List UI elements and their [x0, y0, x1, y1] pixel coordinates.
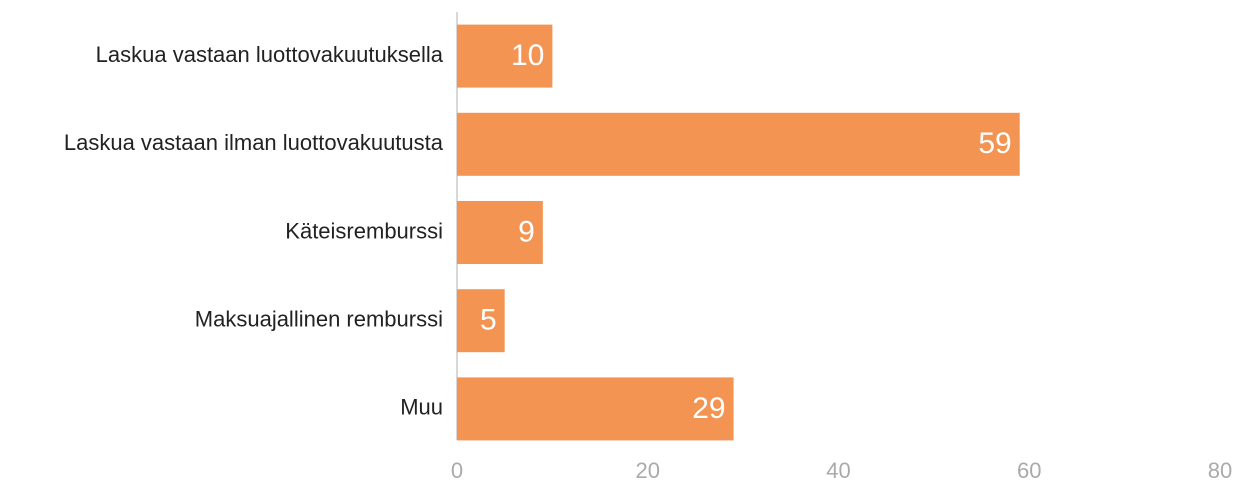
value-label: 29	[692, 392, 725, 425]
x-tick-label: 40	[826, 458, 850, 483]
x-tick-label: 80	[1208, 458, 1232, 483]
y-tick-label: Käteisremburssi	[285, 218, 443, 243]
y-tick-label: Maksuajallinen remburssi	[195, 307, 443, 332]
x-tick-label: 60	[1017, 458, 1041, 483]
y-tick-label: Laskua vastaan luottovakuutuksella	[96, 42, 444, 67]
value-label: 9	[518, 215, 535, 248]
y-tick-label: Laskua vastaan ilman luottovakuutusta	[64, 130, 444, 155]
bar	[457, 289, 505, 353]
bar	[457, 377, 734, 441]
bar	[457, 112, 1020, 176]
value-label: 59	[978, 127, 1011, 160]
x-tick-label: 0	[451, 458, 463, 483]
bar	[457, 201, 543, 264]
value-label: 10	[511, 39, 544, 72]
y-tick-label: Muu	[400, 395, 443, 420]
value-label: 5	[480, 304, 497, 337]
bar	[457, 24, 553, 88]
x-tick-label: 20	[636, 458, 660, 483]
